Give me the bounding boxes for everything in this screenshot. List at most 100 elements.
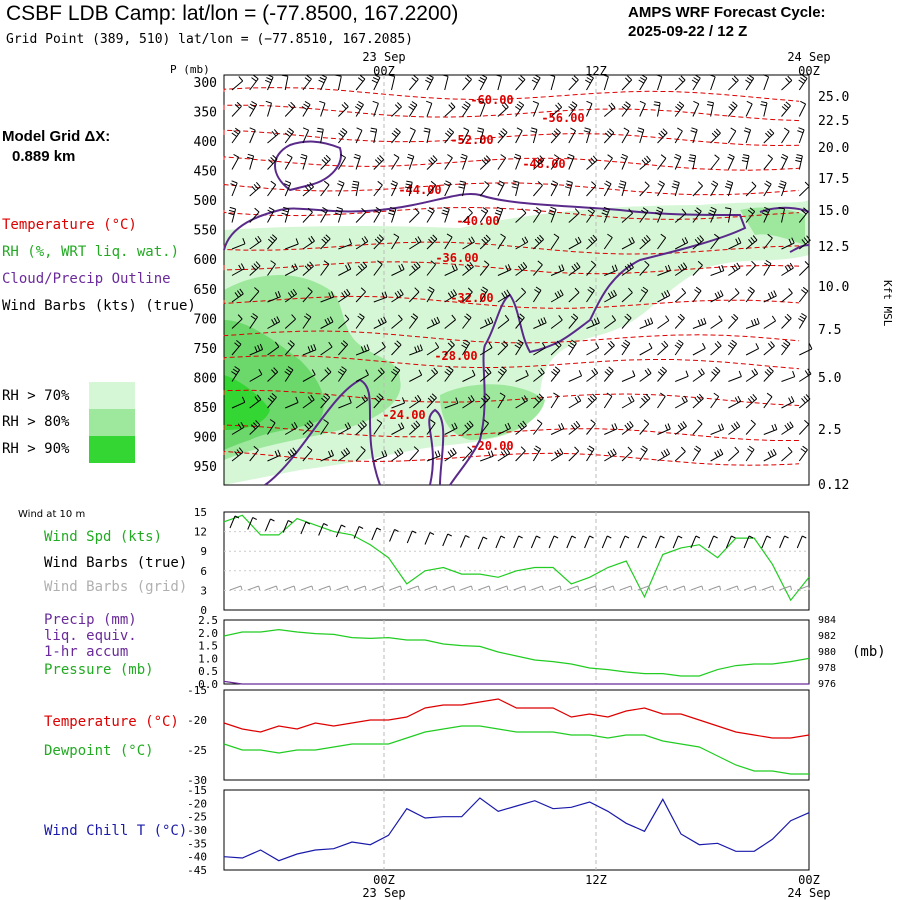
surface-barb-true (690, 535, 701, 549)
surface-barb-grid (336, 585, 349, 591)
wind-barb (550, 366, 561, 382)
wind-barb (760, 101, 768, 117)
wind-barb (373, 367, 385, 382)
page-title: CSBF LDB Camp: lat/lon = (-77.8500, 167.… (6, 2, 459, 25)
wind-barb (284, 366, 294, 382)
surface-barb-true (601, 535, 612, 549)
wind-barb (249, 181, 261, 197)
wind-barb (511, 180, 520, 197)
wind-barb (355, 344, 370, 356)
wind-barb (548, 74, 556, 91)
wind-barb (497, 448, 511, 462)
surface-barb-grid (478, 585, 491, 591)
wind-barb (604, 423, 618, 435)
temperature-contour-label: -28.00 (434, 349, 477, 363)
legend-cloud: Cloud/Precip Outline (2, 271, 171, 287)
windchill-tick-label: -15 (187, 784, 207, 797)
wind-barb (320, 234, 331, 250)
wind-barb (586, 155, 598, 170)
wind-barb (338, 314, 350, 329)
wind-barb (708, 206, 717, 223)
wind-barb (441, 206, 450, 223)
precip-line (223, 680, 809, 685)
surface-barb-true (708, 535, 718, 549)
wind-barb (497, 128, 508, 144)
wind-barb (391, 314, 403, 329)
wind-barb (267, 316, 281, 329)
temperature-contour-label: -36.00 (435, 251, 478, 265)
surface-barb-true (530, 535, 541, 549)
precip-tick-label: 2.5 (198, 614, 218, 627)
precip-tick-label: 2.0 (198, 627, 218, 640)
wind-barb (781, 262, 794, 276)
height-tick-label: 2.5 (818, 423, 841, 438)
surface-barb-true (282, 520, 293, 533)
wind-barb (621, 262, 634, 276)
wind-barb (355, 369, 369, 382)
wind-barb (604, 315, 617, 329)
wind-barb (284, 288, 298, 303)
temperature-contour (223, 182, 800, 196)
wind-barb (302, 369, 316, 382)
wind-barb (426, 100, 433, 117)
height-axis-title: Kft MSL (881, 280, 894, 327)
wind-barb (586, 342, 600, 356)
wind-barb (604, 264, 618, 276)
wind-barb (798, 100, 807, 117)
wind-barb (568, 370, 583, 382)
height-tick-label: 25.0 (818, 90, 849, 105)
wind-barb (797, 127, 805, 144)
pressure-tick-label-right: 978 (818, 663, 836, 674)
wind-tick-label: 9 (200, 545, 207, 558)
wind-barb (426, 234, 438, 250)
legend-temperature: Temperature (°C) (2, 217, 137, 233)
bottom-date-label: 24 Sep (787, 886, 830, 900)
wind-barb (674, 339, 684, 356)
wind-barb (657, 128, 668, 144)
legend-rh70: RH > 70% (2, 388, 70, 404)
wind-barb (444, 154, 453, 170)
wind-barb (639, 393, 651, 409)
surface-barb-grid (708, 585, 722, 591)
wind-barb (373, 155, 385, 170)
wind-barb (281, 74, 289, 91)
wind-barb (284, 153, 293, 170)
wind-barb (637, 127, 645, 144)
wind-barb (639, 100, 646, 117)
wind-barb (621, 208, 633, 223)
wind-barb (231, 288, 244, 303)
top-date-label: 23 Sep (362, 50, 405, 64)
wind-barb (568, 127, 577, 144)
wind-barb (532, 207, 542, 223)
surface-barb-true (672, 535, 683, 549)
wind-barb (354, 100, 364, 117)
wind-barb (515, 208, 527, 223)
wind-barb (798, 312, 807, 329)
wind-barb (302, 446, 313, 462)
wind-barb (231, 238, 246, 250)
wind-barb (353, 153, 361, 170)
wind-barb (568, 208, 580, 223)
wind-barb (320, 260, 330, 276)
wind-barb (497, 314, 510, 329)
surface-barb-grid (619, 585, 633, 591)
wind-barb (639, 419, 650, 435)
wind-barb (728, 237, 742, 250)
wind-barb (548, 206, 557, 223)
wind-barb (373, 180, 383, 197)
wind-barb (621, 395, 635, 409)
wind-barb (355, 287, 366, 303)
precip-label-line1: Precip (mm) (44, 612, 137, 628)
temperature-contour (223, 330, 800, 344)
height-tick-label: 15.0 (818, 204, 849, 219)
wind-barb (745, 343, 760, 356)
pressure-tick-label: 500 (194, 194, 217, 209)
surface-barb-true (389, 529, 399, 542)
wind-barb (355, 420, 367, 435)
wind-barb (568, 262, 581, 276)
wind-barb (318, 74, 328, 91)
windchill-tick-label: -30 (187, 824, 207, 837)
wind-barb (601, 206, 610, 223)
surface-barb-true (654, 535, 665, 549)
legend-rh70-swatch (89, 382, 135, 409)
